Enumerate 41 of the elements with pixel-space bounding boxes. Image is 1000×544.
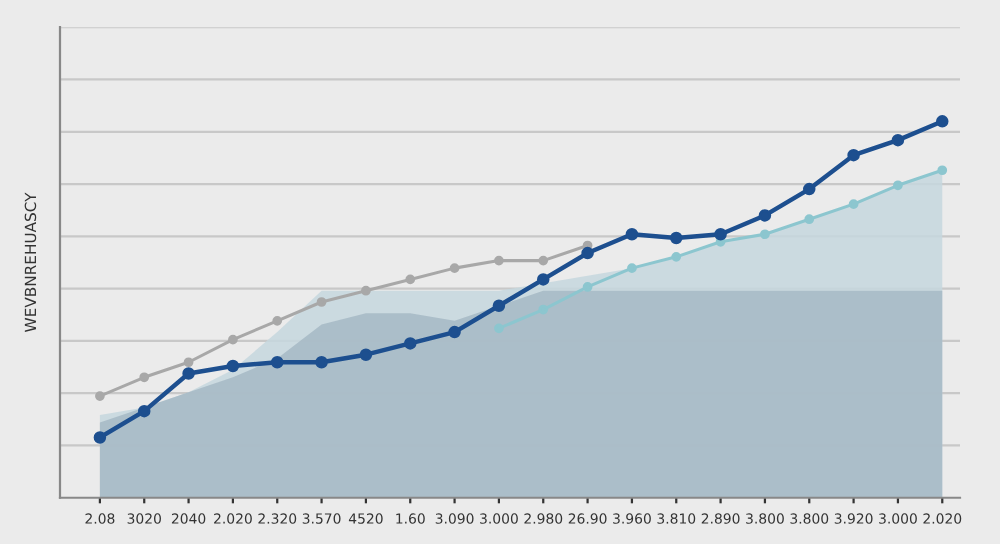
point	[359, 348, 373, 361]
point	[538, 304, 549, 315]
point	[226, 359, 240, 373]
point	[93, 431, 107, 444]
point	[670, 231, 683, 245]
point	[448, 325, 461, 339]
point	[758, 209, 772, 222]
point	[139, 372, 150, 383]
point	[627, 263, 637, 273]
point	[182, 367, 195, 380]
point	[847, 148, 860, 162]
point	[625, 228, 639, 241]
point	[936, 115, 949, 128]
point	[714, 228, 727, 241]
point	[537, 273, 550, 286]
point	[272, 315, 283, 326]
point	[891, 133, 905, 147]
point	[492, 299, 506, 313]
point	[315, 355, 328, 369]
point	[361, 285, 371, 296]
point	[95, 391, 105, 401]
point	[183, 357, 194, 368]
point	[671, 251, 682, 262]
point	[137, 404, 151, 418]
point	[538, 255, 549, 266]
point	[449, 263, 460, 273]
point	[848, 199, 859, 209]
point	[804, 214, 815, 225]
point	[494, 255, 504, 266]
point	[760, 229, 770, 240]
point	[803, 182, 816, 196]
point	[405, 274, 416, 285]
point	[316, 297, 327, 307]
point	[494, 323, 504, 334]
point	[581, 246, 594, 260]
point	[228, 334, 238, 345]
point	[270, 355, 284, 369]
point	[404, 337, 417, 350]
point	[893, 180, 903, 191]
point	[937, 165, 948, 176]
point	[582, 282, 593, 292]
